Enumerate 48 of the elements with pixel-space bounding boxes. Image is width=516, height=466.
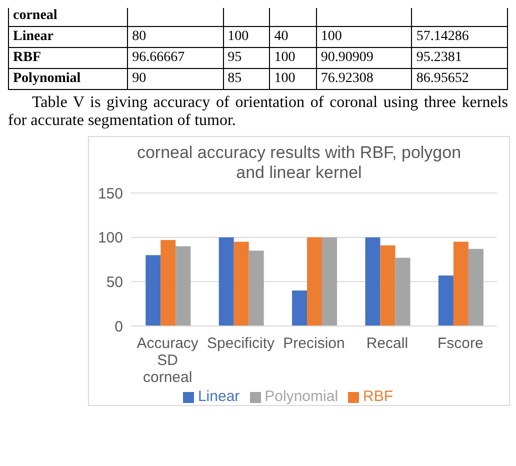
bar: [468, 248, 484, 326]
text: 96.66667: [128, 48, 224, 68]
x-tick-label: Specificity: [207, 335, 276, 352]
text: Linear: [8, 26, 128, 48]
text: 100: [270, 48, 316, 68]
bar: [218, 237, 234, 326]
text: 57.14286: [412, 26, 508, 48]
y-tick-label: 0: [114, 318, 123, 336]
y-tick-label: 100: [98, 230, 123, 247]
text: 100: [223, 26, 270, 48]
text: 95: [223, 48, 270, 68]
text: 100: [270, 68, 316, 90]
bar: [176, 246, 191, 326]
bar: [380, 245, 396, 326]
text: Table V is giving accuracy of orientation of coronal using three kernels for accurate segmentation of tumor.: [8, 94, 508, 130]
bar: [160, 240, 176, 326]
text: 80: [128, 26, 224, 48]
y-tick-label: 50: [106, 274, 123, 291]
text: 86.95652: [412, 68, 508, 90]
bar: [453, 242, 468, 326]
bar: [292, 290, 308, 326]
x-tick-label: Recall: [366, 335, 408, 352]
text: Polynomial: [8, 68, 128, 90]
bar: [322, 237, 338, 326]
bar: [146, 255, 161, 326]
text: 95.2381: [412, 48, 508, 68]
bar: [395, 258, 410, 326]
bar: [365, 237, 380, 326]
legend-label: RBF: [363, 388, 394, 405]
y-tick-label: 150: [98, 185, 123, 202]
text: 100: [316, 26, 412, 48]
text: 85: [223, 68, 270, 90]
bar: [307, 237, 322, 326]
text: 90.90909: [316, 48, 412, 68]
text: 76.92308: [316, 68, 412, 90]
text: RBF: [8, 48, 128, 68]
bar: [248, 250, 264, 326]
legend-label: Polynomial: [264, 388, 338, 405]
x-tick-label: Accuracy SD corneal: [136, 335, 199, 386]
x-tick-label: Precision: [283, 335, 345, 352]
legend-label: Linear: [198, 388, 240, 405]
bar: [234, 242, 249, 326]
bar: [438, 275, 454, 326]
chart-title: corneal accuracy results with RBF, polygon and linear kernel: [136, 142, 462, 183]
x-tick-label: Fscore: [437, 335, 484, 352]
text: corneal: [8, 8, 128, 26]
text: 40: [270, 26, 316, 48]
text: 90: [128, 68, 224, 90]
